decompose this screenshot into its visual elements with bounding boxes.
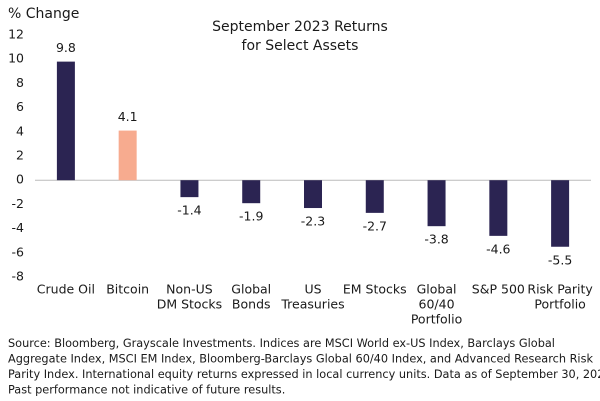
y-tick-label: -2 (12, 196, 24, 211)
x-tick-label: DM Stocks (157, 297, 223, 312)
y-axis-label: % Change (8, 6, 79, 22)
x-tick-label: Bonds (232, 297, 271, 312)
x-tick-label: Crude Oil (37, 282, 95, 297)
x-tick-label: Risk Parity (527, 282, 593, 297)
bar (180, 180, 199, 198)
y-tick-label: 8 (16, 75, 24, 90)
bar (56, 61, 75, 181)
bar (551, 180, 570, 247)
y-tick-label: 10 (8, 51, 24, 66)
value-label: -5.5 (548, 252, 572, 267)
y-tick-label: -6 (12, 244, 25, 259)
y-tick-label: 12 (8, 27, 24, 42)
x-tick-label: S&P 500 (472, 282, 525, 297)
y-tick-label: -4 (12, 220, 25, 235)
y-tick-label: 4 (16, 123, 24, 138)
value-label: -4.6 (486, 241, 510, 256)
x-tick-label: Treasuries (280, 297, 344, 312)
x-tick-label: Global (417, 282, 457, 297)
chart-title: September 2023 Returns (212, 19, 388, 35)
value-label: 9.8 (56, 40, 76, 55)
x-tick-label: Non-US (166, 282, 213, 297)
bar (118, 130, 137, 181)
x-tick-label: EM Stocks (343, 282, 407, 297)
source-note: Parity Index. International equity retur… (8, 368, 600, 381)
x-tick-label: US (304, 282, 321, 297)
source-note: Source: Bloomberg, Grayscale Investments… (8, 337, 555, 350)
y-tick-label: -8 (12, 269, 25, 284)
x-tick-label: Global (231, 282, 271, 297)
y-tick-label: 6 (16, 99, 24, 114)
bar (242, 180, 261, 204)
x-tick-label: 60/40 (419, 297, 455, 312)
value-label: 4.1 (118, 109, 138, 124)
y-tick-label: 2 (16, 148, 24, 163)
value-label: -2.7 (363, 218, 387, 233)
value-label: -1.9 (239, 209, 263, 224)
x-tick-label: Bitcoin (106, 282, 149, 297)
bar (427, 180, 446, 227)
source-note: Aggregate Index, MSCI EM Index, Bloomber… (8, 353, 593, 366)
value-label: -3.8 (424, 232, 448, 247)
value-label: -2.3 (301, 214, 325, 229)
value-label: -1.4 (177, 203, 201, 218)
chart-title: for Select Assets (242, 38, 359, 54)
source-note: Past performance not indicative of futur… (8, 384, 285, 397)
x-tick-label: Portfolio (534, 297, 585, 312)
bar (304, 180, 322, 209)
bar (365, 180, 384, 213)
bar (489, 180, 508, 236)
y-tick-label: 0 (16, 172, 24, 187)
x-tick-label: Portfolio (411, 312, 462, 327)
